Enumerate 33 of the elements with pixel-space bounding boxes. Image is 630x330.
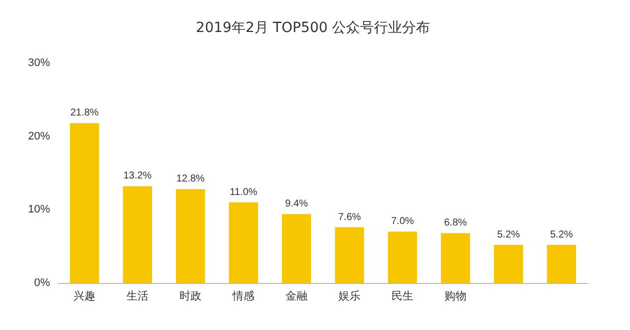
bar [122, 186, 152, 283]
x-tick-label: 购物 [444, 290, 466, 302]
bar [494, 244, 524, 283]
bar [546, 244, 576, 283]
chart-title: 2019年2月 TOP500 公众号行业分布 [196, 20, 430, 36]
bar [388, 232, 418, 283]
bar [228, 202, 258, 283]
data-label: 5.2% [550, 229, 574, 240]
data-label: 7.6% [338, 212, 362, 223]
data-label: 13.2% [123, 170, 152, 182]
data-label: 21.8% [70, 108, 99, 119]
data-label: 12.8% [176, 174, 205, 185]
bar [334, 227, 364, 283]
y-tick-label: 0% [34, 277, 50, 289]
x-tick-label: 时政 [180, 290, 202, 302]
data-label: 6.8% [444, 218, 468, 229]
x-tick-label: 金融 [286, 290, 308, 302]
data-label: 11.0% [230, 186, 258, 198]
data-label: 7.0% [391, 216, 414, 228]
data-label: 9.4% [285, 198, 308, 210]
x-tick-label: 情感 [232, 290, 254, 302]
data-label: 5.2% [497, 229, 520, 240]
x-tick-label: 民生 [392, 290, 414, 302]
bar [282, 214, 312, 283]
y-tick-label: 20% [28, 130, 50, 142]
x-tick-label: 生活 [126, 290, 148, 302]
bar [70, 123, 100, 283]
y-tick-label: 30% [28, 57, 50, 69]
bar [440, 233, 470, 283]
x-tick-label: 兴趣 [74, 290, 96, 302]
y-tick-label: 10% [28, 204, 50, 216]
x-tick-label: 娱乐 [338, 290, 360, 302]
bar [176, 189, 206, 283]
